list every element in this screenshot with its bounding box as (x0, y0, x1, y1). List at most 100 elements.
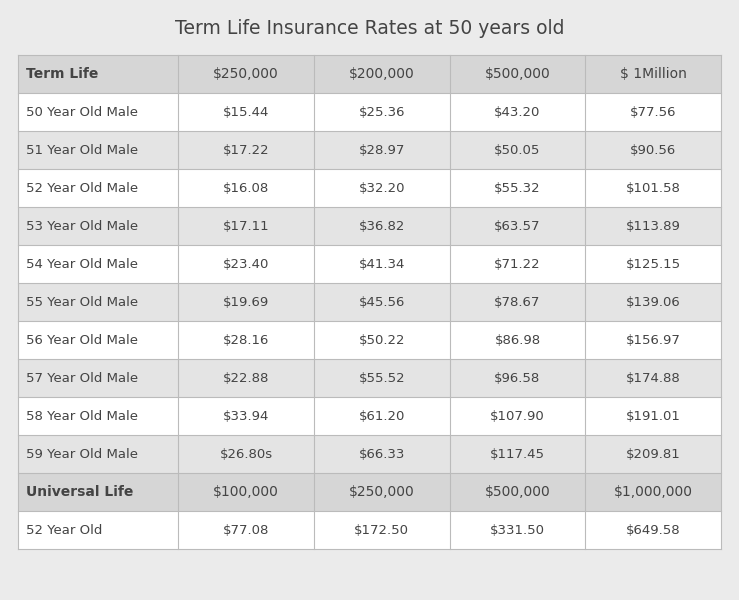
Text: $22.88: $22.88 (223, 371, 269, 385)
Bar (449, 245, 585, 283)
Text: $45.56: $45.56 (358, 295, 405, 308)
Bar (585, 131, 721, 169)
Bar (178, 93, 314, 131)
Text: $28.97: $28.97 (358, 143, 405, 157)
Bar (314, 169, 449, 207)
Text: $36.82: $36.82 (358, 220, 405, 232)
Bar (585, 283, 721, 321)
Bar (18, 435, 178, 473)
Text: $191.01: $191.01 (626, 409, 681, 422)
Text: 58 Year Old Male: 58 Year Old Male (26, 409, 138, 422)
Text: $107.90: $107.90 (490, 409, 545, 422)
Bar (585, 55, 721, 93)
Text: Term Life: Term Life (26, 67, 98, 81)
Text: 53 Year Old Male: 53 Year Old Male (26, 220, 138, 232)
Text: 52 Year Old Male: 52 Year Old Male (26, 181, 138, 194)
Bar (18, 511, 178, 549)
Bar (178, 207, 314, 245)
Bar (449, 131, 585, 169)
Bar (18, 473, 178, 511)
Text: $15.44: $15.44 (223, 106, 269, 118)
Text: $77.56: $77.56 (630, 106, 676, 118)
Text: $25.36: $25.36 (358, 106, 405, 118)
Bar (314, 435, 449, 473)
Bar (178, 473, 314, 511)
Text: $77.08: $77.08 (223, 523, 269, 536)
Bar (449, 359, 585, 397)
Text: $50.05: $50.05 (494, 143, 541, 157)
Text: $61.20: $61.20 (358, 409, 405, 422)
Bar (18, 93, 178, 131)
Text: 51 Year Old Male: 51 Year Old Male (26, 143, 138, 157)
Text: $63.57: $63.57 (494, 220, 541, 232)
Bar (178, 169, 314, 207)
Bar (178, 359, 314, 397)
Bar (585, 245, 721, 283)
Bar (449, 169, 585, 207)
Bar (314, 131, 449, 169)
Bar (18, 245, 178, 283)
Bar (18, 283, 178, 321)
Text: $71.22: $71.22 (494, 257, 541, 271)
Bar (449, 55, 585, 93)
Bar (18, 397, 178, 435)
Text: $156.97: $156.97 (626, 334, 681, 346)
Text: $33.94: $33.94 (223, 409, 269, 422)
Text: $28.16: $28.16 (223, 334, 269, 346)
Text: $113.89: $113.89 (626, 220, 681, 232)
Text: $117.45: $117.45 (490, 448, 545, 461)
Bar (449, 397, 585, 435)
Text: $139.06: $139.06 (626, 295, 681, 308)
Text: $ 1Million: $ 1Million (620, 67, 687, 81)
Text: $96.58: $96.58 (494, 371, 541, 385)
Bar (314, 245, 449, 283)
Text: $32.20: $32.20 (358, 181, 405, 194)
Text: $23.40: $23.40 (223, 257, 269, 271)
Text: $209.81: $209.81 (626, 448, 681, 461)
Text: $50.22: $50.22 (358, 334, 405, 346)
Bar (314, 359, 449, 397)
Bar (178, 397, 314, 435)
Bar (585, 397, 721, 435)
Bar (449, 321, 585, 359)
Bar (585, 435, 721, 473)
Bar (585, 359, 721, 397)
Text: 50 Year Old Male: 50 Year Old Male (26, 106, 138, 118)
Bar (314, 207, 449, 245)
Text: $16.08: $16.08 (223, 181, 269, 194)
Text: $86.98: $86.98 (494, 334, 540, 346)
Bar (449, 435, 585, 473)
Text: Term Life Insurance Rates at 50 years old: Term Life Insurance Rates at 50 years ol… (174, 19, 565, 37)
Text: $43.20: $43.20 (494, 106, 541, 118)
Text: Universal Life: Universal Life (26, 485, 133, 499)
Bar (585, 207, 721, 245)
Bar (18, 169, 178, 207)
Text: $55.32: $55.32 (494, 181, 541, 194)
Bar (314, 321, 449, 359)
Bar (18, 55, 178, 93)
Bar (18, 321, 178, 359)
Text: $101.58: $101.58 (626, 181, 681, 194)
Bar (178, 511, 314, 549)
Text: $500,000: $500,000 (485, 485, 551, 499)
Text: $17.22: $17.22 (223, 143, 270, 157)
Bar (585, 473, 721, 511)
Bar (449, 473, 585, 511)
Text: $26.80s: $26.80s (219, 448, 273, 461)
Bar (18, 207, 178, 245)
Text: $90.56: $90.56 (630, 143, 676, 157)
Text: $172.50: $172.50 (354, 523, 409, 536)
Text: 59 Year Old Male: 59 Year Old Male (26, 448, 138, 461)
Bar (314, 473, 449, 511)
Text: $125.15: $125.15 (626, 257, 681, 271)
Bar (178, 321, 314, 359)
Text: 57 Year Old Male: 57 Year Old Male (26, 371, 138, 385)
Text: $250,000: $250,000 (214, 67, 279, 81)
Text: $55.52: $55.52 (358, 371, 405, 385)
Bar (178, 55, 314, 93)
Text: $66.33: $66.33 (358, 448, 405, 461)
Text: $1,000,000: $1,000,000 (613, 485, 692, 499)
Bar (178, 283, 314, 321)
Bar (449, 511, 585, 549)
Text: $17.11: $17.11 (223, 220, 270, 232)
